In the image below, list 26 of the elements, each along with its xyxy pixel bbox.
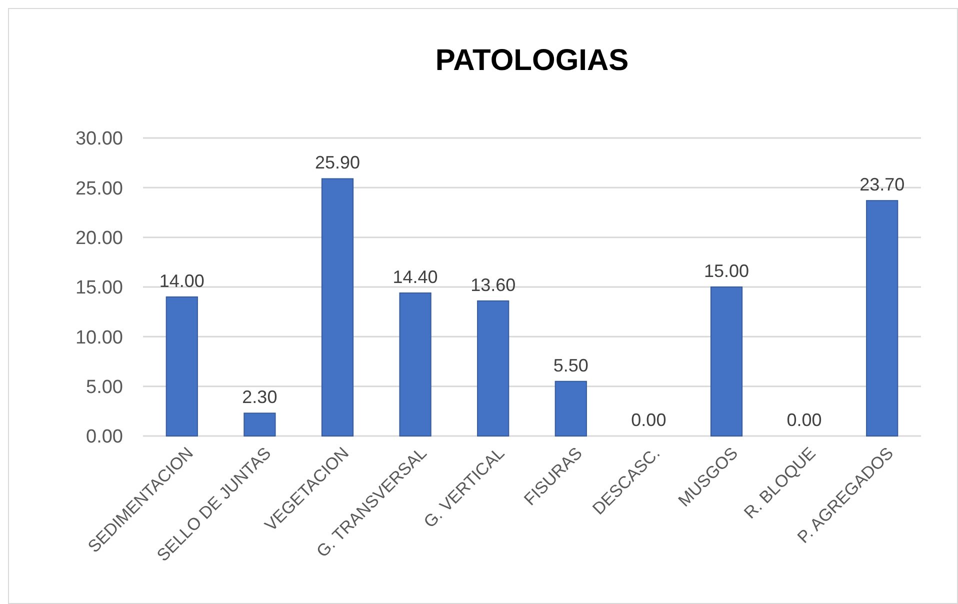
data-label: 23.70: [860, 174, 905, 195]
bar: [477, 300, 510, 436]
data-label: 14.00: [159, 270, 204, 291]
data-label: 15.00: [704, 261, 750, 281]
data-label: 0.00: [631, 410, 666, 430]
bar: [399, 292, 432, 436]
chart-title: PATOLOGIAS: [435, 44, 629, 77]
data-label: 14.40: [392, 266, 438, 287]
data-label: 13.60: [470, 274, 516, 295]
y-tick-label: 10.00: [75, 327, 123, 348]
data-label: 5.50: [553, 355, 588, 376]
bar: [554, 380, 587, 436]
data-label: 2.30: [242, 387, 278, 408]
bar: [710, 286, 743, 436]
y-tick-label: 5.00: [86, 376, 123, 398]
bar: [866, 200, 898, 436]
bar: [166, 296, 198, 436]
y-tick-label: 0.00: [86, 426, 123, 448]
y-tick-label: 20.00: [75, 228, 123, 249]
y-tick-label: 15.00: [75, 278, 123, 299]
bar: [321, 178, 354, 436]
y-tick-label: 25.00: [75, 178, 123, 200]
bar: [244, 412, 276, 436]
data-label: 0.00: [786, 410, 822, 430]
y-tick-label: 30.00: [75, 128, 123, 150]
data-label: 25.90: [314, 152, 360, 173]
